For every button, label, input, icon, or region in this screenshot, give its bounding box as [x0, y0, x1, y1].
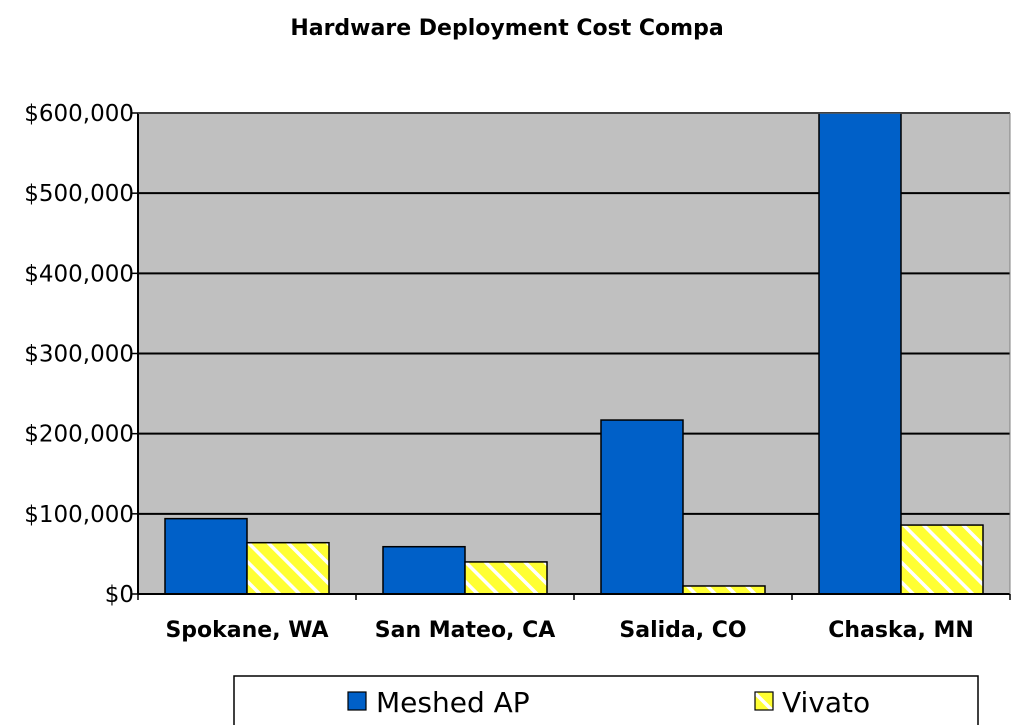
x-tick-label: San Mateo, CA	[375, 618, 556, 643]
x-axis-ticks: Spokane, WA San Mateo, CA Salida, CO Chaska…	[137, 594, 1011, 643]
y-tick-label: $100,000	[24, 502, 134, 528]
bar-meshed-ap	[382, 545, 466, 595]
bars	[164, 112, 984, 595]
chart-title: Hardware Deployment Cost Compa	[290, 16, 723, 41]
legend-label-vivato: Vivato	[782, 686, 870, 719]
y-tick-label: $600,000	[24, 101, 134, 127]
legend-swatch-meshed-ap	[347, 691, 367, 711]
y-tick-label: $500,000	[24, 181, 134, 207]
y-tick-label: $0	[105, 582, 134, 608]
legend: Meshed AP Vivato	[233, 675, 979, 725]
x-tick-label: Spokane, WA	[165, 618, 328, 643]
y-axis-ticks: $0 $100,000 $200,000 $300,000 $400,000 $500,0…	[24, 101, 138, 608]
y-tick-label: $400,000	[24, 261, 134, 287]
bar-meshed-ap	[164, 517, 248, 595]
bar-vivato	[464, 561, 548, 595]
legend-swatch-vivato	[754, 691, 774, 711]
bar-vivato	[900, 524, 984, 595]
bar-vivato	[246, 541, 330, 595]
bar-meshed-ap	[600, 419, 684, 595]
bar-vivato	[682, 585, 766, 595]
legend-label-meshed-ap: Meshed AP	[376, 686, 530, 719]
y-tick-label: $200,000	[24, 422, 134, 448]
bar-meshed-ap	[818, 112, 902, 595]
y-tick-label: $300,000	[24, 342, 134, 368]
x-tick-label: Chaska, MN	[828, 618, 974, 643]
x-tick-label: Salida, CO	[619, 618, 746, 643]
